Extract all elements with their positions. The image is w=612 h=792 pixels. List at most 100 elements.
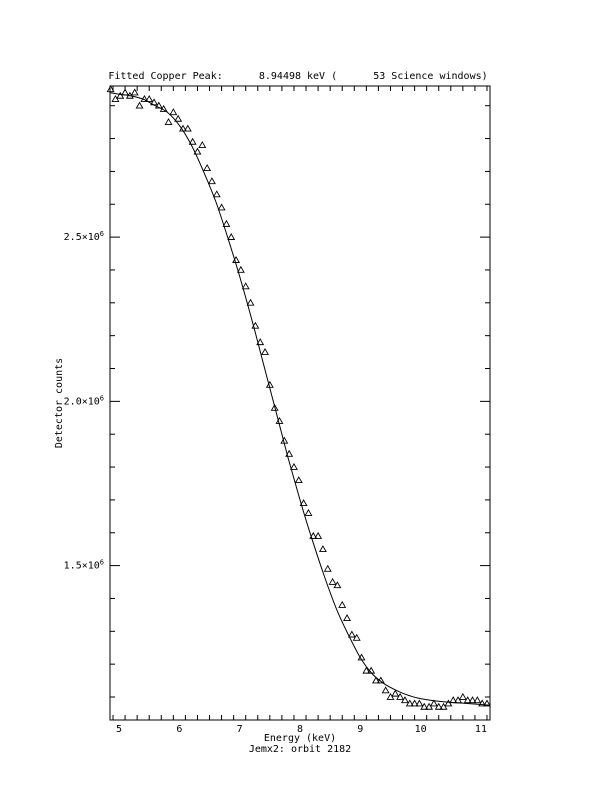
data-point [415,699,424,707]
data-points [106,85,491,710]
data-point [256,338,265,346]
data-point [241,282,250,290]
data-point [314,531,323,539]
data-point [367,666,376,674]
data-point [362,666,371,674]
y-tick-labels: 1.5×106 2.0×106 2.5×106 [64,230,104,571]
data-point [198,141,207,148]
data-point [217,203,226,211]
data-point [207,177,216,185]
data-point [285,449,294,457]
x-tick-label: 8 [297,724,303,735]
data-point [463,696,472,704]
data-point [449,696,458,704]
x-axis-label: Energy (keV) [264,733,336,744]
x-tick-label: 9 [357,724,363,735]
data-point [261,347,269,355]
data-point [125,91,134,99]
y-tick-label: 1.5×106 [64,559,104,572]
data-point [420,702,429,710]
data-point [246,298,255,306]
data-point [299,499,308,507]
data-point [458,692,467,700]
data-point [280,436,289,444]
data-point [434,702,443,710]
data-point [227,233,236,240]
data-point [174,114,183,122]
data-point [150,98,159,106]
data-point [328,577,337,585]
axis-ticks [110,86,490,720]
data-point [347,630,356,638]
data-point [483,699,491,707]
data-point [309,531,318,539]
data-point [410,699,419,707]
data-point [478,699,487,707]
data-point [130,88,139,96]
data-point [376,676,385,684]
data-point [304,508,313,516]
x-tick-label: 7 [237,724,243,735]
data-point [193,147,202,155]
data-point [111,95,120,102]
y-tick-label: 2.0×106 [64,394,104,407]
data-point [323,564,332,572]
x-tick-label: 5 [116,724,122,735]
data-point [188,137,197,145]
data-point [159,104,168,112]
data-point [232,255,241,263]
y-tick-label: 2.5×106 [64,230,104,243]
data-point [203,164,212,171]
data-point [140,95,149,102]
data-point [270,403,279,411]
y-axis-label: Detector counts [54,358,65,448]
data-point [343,614,352,622]
data-point [164,118,173,125]
data-point [425,702,434,710]
fit-curve [109,92,491,706]
data-point [439,702,448,710]
data-point [405,699,414,707]
data-point [454,696,463,704]
data-point [318,545,327,553]
data-point [391,689,400,697]
data-point [473,696,482,704]
x-tick-label: 10 [415,724,427,735]
chart-subtitle: Jemx2: orbit 2182 [249,744,351,755]
data-point [135,101,144,109]
data-point [338,600,347,608]
chart-title: Fitted Copper Peak: 8.94498 keV ( 53 Sci… [108,71,487,82]
data-point [289,462,298,470]
x-tick-label: 11 [475,724,487,735]
data-point [429,699,438,707]
data-point [116,91,125,99]
data-point [145,95,154,102]
data-point [169,108,178,116]
data-point [121,88,130,96]
data-point [352,633,361,641]
data-point [106,85,115,93]
data-point [179,124,187,132]
data-point [222,219,231,227]
data-point [468,696,477,704]
data-point [386,692,395,700]
data-point [357,653,366,661]
data-point [381,686,390,694]
data-point [265,380,274,388]
data-point [275,416,284,424]
data-point [236,265,245,273]
data-point [154,101,163,109]
x-tick-label: 6 [176,724,182,735]
data-point [396,692,405,700]
data-point [444,699,453,707]
plot-frame [109,85,491,721]
data-point [212,190,221,198]
data-point [333,581,342,589]
data-point [400,696,409,704]
data-point [183,124,192,132]
data-point [372,676,380,684]
data-point [294,476,303,484]
x-tick-labels: 5 6 7 8 9 10 11 [116,724,487,735]
data-point [251,321,260,329]
